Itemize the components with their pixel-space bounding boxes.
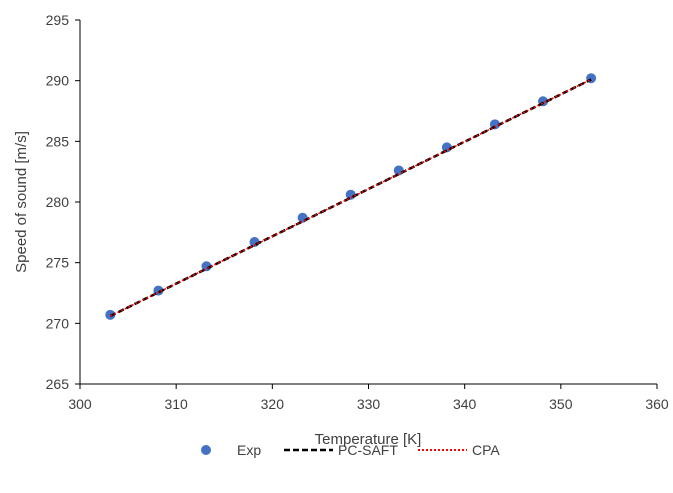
x-ticks: 300 310 320 330 340 350 360 [68,384,669,412]
y-tick-label: 265 [46,376,70,392]
legend-exp-label: Exp [237,442,261,458]
legend-item-pc-saft: PC-SAFT [284,442,398,458]
y-tick-label: 285 [46,133,70,149]
x-tick-label: 330 [357,396,381,412]
legend-item-cpa: CPA [418,442,500,458]
x-axis-title: Temperature [K] [315,431,422,448]
plot-area [105,73,597,320]
exp-point [297,212,308,223]
legend-item-exp: Exp [201,442,261,458]
y-tick-label: 280 [46,194,70,210]
x-tick-label: 350 [549,396,573,412]
x-tick-label: 320 [261,396,285,412]
legend-cpa-label: CPA [472,442,500,458]
x-tick-label: 310 [164,396,188,412]
y-tick-label: 270 [46,315,70,331]
y-axis-title: Speed of sound [m/s] [13,131,30,273]
axes: 300 310 320 330 340 350 360 265 270 275 280 285 290… [46,12,669,412]
x-tick-label: 340 [453,396,477,412]
y-tick-label: 295 [46,12,70,28]
legend: Exp PC-SAFT CPA [201,442,500,458]
legend-pc-saft-label: PC-SAFT [338,442,398,458]
y-tick-label: 290 [46,73,70,89]
cpa-line [109,78,592,317]
legend-exp-marker [201,445,211,455]
y-ticks: 265 270 275 280 285 290 295 [46,12,80,392]
x-tick-label: 360 [645,396,669,412]
x-tick-label: 300 [68,396,92,412]
y-tick-label: 275 [46,255,70,271]
exp-point [153,285,164,296]
pc-saft-line [109,78,592,318]
